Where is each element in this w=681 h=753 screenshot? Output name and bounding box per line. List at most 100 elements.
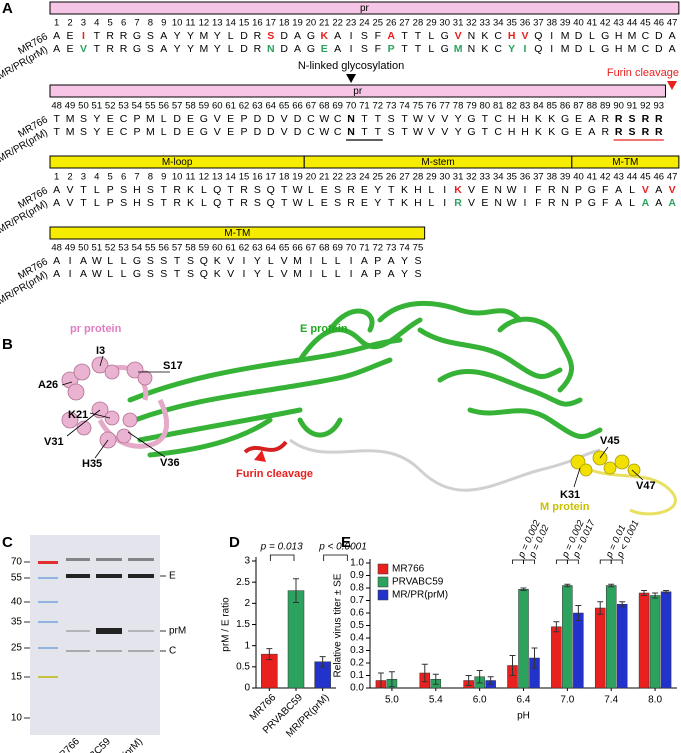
residue: D [655, 30, 663, 42]
residue: V [441, 126, 448, 138]
error-bar [377, 672, 384, 689]
residue: D [267, 113, 275, 125]
error-bar [293, 578, 299, 603]
cleavage-segment [243, 440, 288, 454]
y-tick-label: 3 [244, 556, 250, 567]
residue: S [388, 113, 395, 125]
residue: A [669, 43, 676, 55]
residue: Q [213, 184, 221, 196]
residue: T [80, 184, 87, 196]
residue: H [508, 30, 516, 42]
residue: I [350, 30, 353, 42]
position-number: 31 [453, 172, 464, 183]
residue: F [375, 30, 381, 42]
residue: W [413, 126, 423, 138]
x-axis-label: pH [517, 711, 530, 722]
residue: C [334, 113, 342, 125]
residue: M [146, 113, 155, 125]
p-value: p = 0.013 [260, 542, 303, 553]
residue: W [319, 113, 329, 125]
position-number: 27 [399, 18, 410, 29]
residue: T [53, 113, 60, 125]
residue: Y [254, 255, 261, 267]
position-number: 43 [613, 18, 624, 29]
position-number: 67 [306, 243, 317, 254]
residue: S [160, 268, 167, 280]
position-number: 67 [306, 101, 317, 112]
position-number: 77 [439, 101, 450, 112]
position-number: 14 [225, 172, 236, 183]
position-number: 35 [506, 172, 517, 183]
position-number: 48 [51, 243, 62, 254]
residue: T [361, 113, 368, 125]
position-number: 12 [199, 18, 210, 29]
residue: D [173, 113, 181, 125]
residue: S [80, 113, 87, 125]
panel-label: B [2, 336, 13, 353]
position-number: 60 [212, 101, 223, 112]
residue: V [281, 126, 288, 138]
residue: E [321, 197, 328, 209]
position-number: 65 [279, 243, 290, 254]
residue: W [293, 184, 303, 196]
bar [594, 607, 606, 689]
blot [30, 535, 160, 735]
residue: Y [214, 30, 221, 42]
residue: E [227, 113, 234, 125]
protein-label: M protein [540, 501, 590, 513]
position-number: 34 [493, 172, 504, 183]
position-number: 80 [480, 101, 491, 112]
residue: R [655, 126, 663, 138]
y-axis-label: Relative virus titer ± SE [333, 573, 344, 677]
protein-label: pr protein [70, 323, 122, 335]
error-bar [465, 675, 472, 686]
position-number: 9 [161, 172, 166, 183]
residue: L [428, 184, 434, 196]
position-number: 25 [373, 172, 384, 183]
residue: F [602, 184, 608, 196]
position-number: 70 [346, 243, 357, 254]
residue-label: K21 [68, 409, 88, 421]
lane-label: MR766 [51, 736, 82, 753]
residue: L [321, 268, 327, 280]
residue: T [161, 184, 168, 196]
residue: Y [374, 197, 381, 209]
residue: Y [374, 184, 381, 196]
residue: G [588, 184, 596, 196]
residue: Y [401, 268, 408, 280]
position-number: 61 [225, 243, 236, 254]
residue: V [214, 126, 221, 138]
position-number: 23 [346, 172, 357, 183]
position-number: 36 [520, 18, 531, 29]
e-protein-ribbon [127, 300, 603, 458]
legend-swatch [377, 576, 389, 588]
residue: C [494, 113, 502, 125]
residue: S [187, 268, 194, 280]
error-bar [652, 592, 659, 599]
position-number: 90 [613, 101, 624, 112]
residue: K [187, 197, 194, 209]
residue: T [227, 197, 234, 209]
residue-label: A26 [38, 379, 58, 391]
residue: L [629, 184, 635, 196]
bar [551, 626, 562, 689]
residue: V [80, 43, 87, 55]
residue: E [187, 126, 194, 138]
residue: S [388, 126, 395, 138]
residue: L [228, 30, 234, 42]
residue: R [240, 184, 248, 196]
residue: F [535, 184, 541, 196]
position-number: 32 [466, 18, 477, 29]
residue: A [388, 268, 395, 280]
position-number: 58 [185, 243, 196, 254]
y-tick-label: 1.0 [350, 558, 364, 569]
position-number: 5 [108, 18, 113, 29]
residue: R [454, 197, 462, 209]
position-number: 39 [560, 172, 571, 183]
position-number: 37 [533, 172, 544, 183]
residue-label: H35 [82, 458, 102, 470]
position-number: 23 [346, 18, 357, 29]
position-number: 64 [265, 101, 276, 112]
residue: N [468, 30, 476, 42]
position-number: 12 [199, 172, 210, 183]
